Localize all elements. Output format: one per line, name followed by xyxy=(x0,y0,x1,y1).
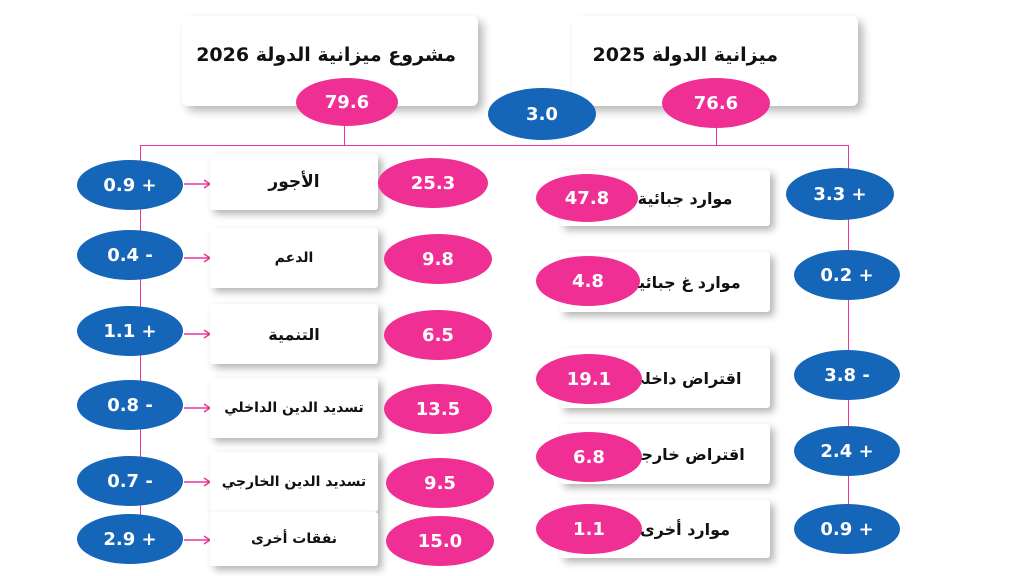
expense-value: 9.5 xyxy=(386,458,494,508)
resource-label: موارد جبائية xyxy=(637,188,733,208)
expense-change: 0.7 - xyxy=(77,456,183,506)
arrow-right-icon xyxy=(184,253,212,263)
expense-change: 2.9 + xyxy=(77,514,183,564)
expense-label-card: نفقات أخرى xyxy=(210,512,378,566)
expense-label: التنمية xyxy=(268,324,320,344)
connector-trunk-left xyxy=(344,126,345,146)
expense-change: 0.4 - xyxy=(77,230,183,280)
budget-2025-title: ميزانية الدولة 2025 xyxy=(592,44,778,66)
connector-trunk-right xyxy=(716,126,717,146)
expense-label-card: الدعم xyxy=(210,228,378,288)
expense-label-card: الأجور xyxy=(210,154,378,210)
resource-change: 3.3 + xyxy=(786,168,894,220)
expense-label: تسديد الدين الداخلي xyxy=(224,400,364,416)
budget-2026-title: مشروع ميزانية الدولة 2026 xyxy=(196,44,456,66)
expense-change: 0.8 - xyxy=(77,380,183,430)
arrow-right-icon xyxy=(184,535,212,545)
arrow-right-icon xyxy=(184,403,212,413)
expense-label: الدعم xyxy=(274,250,314,266)
resource-change: 2.4 + xyxy=(794,426,900,476)
expense-label: الأجور xyxy=(268,172,320,192)
resource-value: 47.8 xyxy=(536,174,638,222)
expense-change: 1.1 + xyxy=(77,306,183,356)
resource-label: اقتراض داخلي xyxy=(628,368,742,388)
budget-2026-total: 79.6 xyxy=(296,78,398,126)
resource-change: 3.8 - xyxy=(794,350,900,400)
connector-right-spine xyxy=(848,145,849,520)
resource-label: موارد أخرى xyxy=(639,519,731,539)
resource-value: 1.1 xyxy=(536,504,642,554)
expense-label-card: التنمية xyxy=(210,304,378,364)
resource-label: موارد غ جبائية xyxy=(629,272,741,292)
resource-value: 4.8 xyxy=(536,256,640,306)
resource-value: 6.8 xyxy=(536,432,642,482)
arrow-right-icon xyxy=(184,329,212,339)
resource-change: 0.2 + xyxy=(794,250,900,300)
arrow-right-icon xyxy=(184,179,212,189)
expense-label: تسديد الدين الخارجي xyxy=(221,474,367,490)
expense-value: 9.8 xyxy=(384,234,492,284)
budget-2025-total: 76.6 xyxy=(662,78,770,128)
budget-difference: 3.0 xyxy=(488,88,596,140)
expense-value: 6.5 xyxy=(384,310,492,360)
expense-value: 25.3 xyxy=(378,158,488,208)
resource-label: اقتراض خارجي xyxy=(625,444,745,464)
connector-top-bar xyxy=(140,145,848,146)
arrow-right-icon xyxy=(184,477,212,487)
expense-label-card: تسديد الدين الخارجي xyxy=(210,452,378,512)
expense-value: 15.0 xyxy=(386,516,494,566)
expense-label-card: تسديد الدين الداخلي xyxy=(210,378,378,438)
expense-label: نفقات أخرى xyxy=(250,531,338,547)
expense-value: 13.5 xyxy=(384,384,492,434)
resource-change: 0.9 + xyxy=(794,504,900,554)
resource-value: 19.1 xyxy=(536,354,642,404)
expense-change: 0.9 + xyxy=(77,160,183,210)
